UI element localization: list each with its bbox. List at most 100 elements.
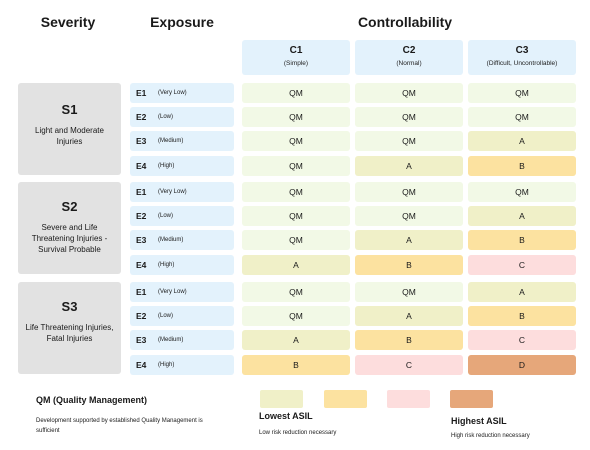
exposure-description: (High) — [158, 163, 175, 169]
exposure-id: E2 — [136, 211, 147, 221]
asil-cell: QM — [468, 182, 576, 202]
asil-cell: B — [355, 255, 463, 275]
legend-highest-description: High risk reduction necessary — [451, 433, 530, 439]
asil-cell: B — [468, 156, 576, 176]
severity-s1-box: S1 Light and Moderate Injuries — [18, 83, 121, 175]
exposure-description: (Medium) — [158, 337, 184, 343]
asil-cell: QM — [242, 131, 350, 151]
asil-cell: D — [468, 355, 576, 375]
exposure-description: (Medium) — [158, 237, 184, 243]
exposure-description: (Low) — [158, 114, 174, 120]
exposure-id: E4 — [136, 260, 147, 270]
legend-lowest-description: Low risk reduction necessary — [259, 430, 337, 436]
exposure-label: E2 (Low) — [130, 306, 234, 326]
asil-cell: QM — [468, 83, 576, 103]
exposure-id: E3 — [136, 335, 147, 345]
asil-cell: QM — [242, 306, 350, 326]
s2-description: Severe and Life Threatening Injuries - S… — [31, 223, 108, 254]
exposure-label: E3 (Medium) — [130, 131, 234, 151]
asil-cell: B — [468, 306, 576, 326]
s3-description: Life Threatening Injuries, Fatal Injurie… — [25, 323, 114, 343]
asil-cell: C — [468, 330, 576, 350]
s2-label: S2 — [61, 199, 78, 214]
asil-cell: QM — [355, 131, 463, 151]
c2-label: C2 — [402, 45, 416, 56]
asil-cell: A — [468, 131, 576, 151]
s3-label: S3 — [61, 299, 78, 314]
exposure-label: E4 (High) — [130, 355, 234, 375]
asil-cell: QM — [468, 107, 576, 127]
exposure-description: (Low) — [158, 313, 174, 319]
asil-cell: C — [355, 355, 463, 375]
exposure-header: Exposure — [150, 14, 214, 30]
asil-cell: QM — [355, 282, 463, 302]
legend-highest-title: Highest ASIL — [451, 416, 507, 426]
exposure-label: E1 (Very Low) — [130, 182, 234, 202]
legend-swatch-c — [387, 390, 430, 408]
asil-cell: QM — [242, 230, 350, 250]
asil-cell: A — [355, 230, 463, 250]
exposure-label: E1 (Very Low) — [130, 282, 234, 302]
exposure-id: E4 — [136, 161, 147, 171]
exposure-description: (Medium) — [158, 138, 184, 144]
asil-cell: B — [355, 330, 463, 350]
exposure-id: E3 — [136, 235, 147, 245]
asil-cell: A — [242, 255, 350, 275]
exposure-description: (Low) — [158, 213, 174, 219]
asil-cell: A — [468, 206, 576, 226]
asil-cell: A — [468, 282, 576, 302]
severity-s3-box: S3 Life Threatening Injuries, Fatal Inju… — [18, 282, 121, 374]
asil-cell: B — [242, 355, 350, 375]
c1-description: (Simple) — [283, 60, 309, 67]
exposure-id: E1 — [136, 88, 147, 98]
asil-cell: QM — [242, 83, 350, 103]
c2-description: (Normal) — [396, 60, 422, 67]
exposure-id: E4 — [136, 360, 147, 370]
c3-description: (Difficult, Uncontrollable) — [486, 60, 558, 67]
asil-cell: A — [355, 306, 463, 326]
asil-cell: A — [355, 156, 463, 176]
exposure-description: (Very Low) — [158, 189, 187, 195]
asil-cell: QM — [242, 206, 350, 226]
controllability-c2-header: C2 (Normal) — [355, 40, 463, 75]
exposure-description: (Very Low) — [158, 90, 187, 96]
exposure-id: E1 — [136, 287, 147, 297]
s1-description: Light and Moderate Injuries — [35, 126, 104, 146]
asil-cell: B — [468, 230, 576, 250]
exposure-description: (Very Low) — [158, 289, 187, 295]
exposure-label: E3 (Medium) — [130, 230, 234, 250]
asil-cell: QM — [242, 156, 350, 176]
asil-cell: QM — [355, 107, 463, 127]
severity-header: Severity — [40, 14, 96, 30]
asil-cell: QM — [355, 206, 463, 226]
severity-s2-box: S2 Severe and Life Threatening Injuries … — [18, 182, 121, 274]
asil-cell: QM — [242, 107, 350, 127]
exposure-description: (High) — [158, 262, 175, 268]
exposure-label: E1 (Very Low) — [130, 83, 234, 103]
exposure-description: (High) — [158, 362, 175, 368]
exposure-label: E3 (Medium) — [130, 330, 234, 350]
asil-cell: QM — [355, 83, 463, 103]
controllability-c1-header: C1 (Simple) — [242, 40, 350, 75]
controllability-c3-header: C3 (Difficult, Uncontrollable) — [468, 40, 576, 75]
legend-swatch-a — [260, 390, 303, 408]
asil-cell: QM — [242, 282, 350, 302]
exposure-id: E3 — [136, 136, 147, 146]
c1-label: C1 — [289, 45, 303, 56]
asil-cell: C — [468, 255, 576, 275]
asil-cell: QM — [242, 182, 350, 202]
legend-lowest-title: Lowest ASIL — [259, 411, 313, 421]
s1-label: S1 — [61, 102, 78, 117]
exposure-id: E2 — [136, 311, 147, 321]
legend-swatch-b — [324, 390, 367, 408]
exposure-label: E2 (Low) — [130, 206, 234, 226]
exposure-id: E2 — [136, 112, 147, 122]
legend-swatch-d — [450, 390, 493, 408]
legend-qm-description: Development supported by established Qua… — [36, 418, 203, 434]
exposure-label: E4 (High) — [130, 156, 234, 176]
exposure-label: E4 (High) — [130, 255, 234, 275]
legend-qm-title: QM (Quality Management) — [36, 395, 148, 405]
c3-label: C3 — [515, 45, 529, 56]
asil-cell: QM — [355, 182, 463, 202]
controllability-header: Controllability — [357, 14, 453, 30]
